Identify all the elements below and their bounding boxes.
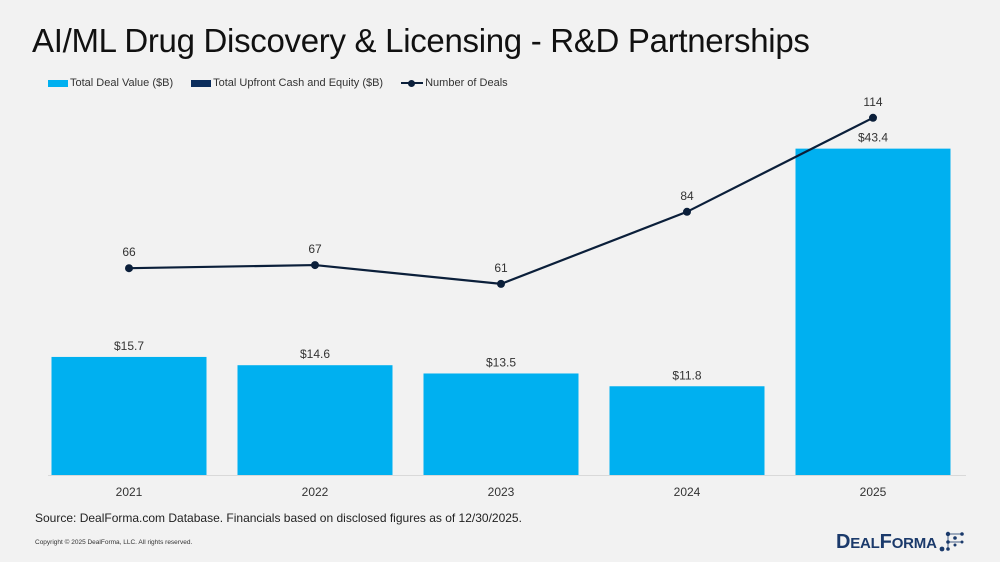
- x-tick-label-2024: 2024: [674, 485, 701, 499]
- deals-point-2022: [311, 261, 319, 270]
- legend: Total Deal Value ($B) Total Upfront Cash…: [48, 77, 526, 89]
- bar-2023: [423, 373, 579, 475]
- dealforma-logo: DEALFORMA: [836, 530, 968, 552]
- legend-line-marker-icon: [401, 78, 424, 88]
- deals-point-2021: [125, 264, 133, 273]
- x-tick-label-2022: 2022: [302, 485, 329, 499]
- legend-item-number-of-deals: Number of Deals: [401, 77, 508, 89]
- logo-dots-icon: [939, 531, 964, 552]
- deals-point-2024: [683, 207, 691, 216]
- source-note: Source: DealForma.com Database. Financia…: [35, 511, 522, 525]
- bar-data-label-2024: $11.8: [672, 368, 701, 382]
- bar-data-label-2023: $13.5: [486, 355, 516, 369]
- legend-item-upfront-cash: Total Upfront Cash and Equity ($B): [191, 77, 383, 89]
- legend-label: Number of Deals: [425, 77, 508, 89]
- deals-data-label-2025: 114: [863, 95, 882, 109]
- deals-data-label-2024: 84: [680, 189, 694, 203]
- copyright-note: Copyright © 2025 DealForma, LLC. All rig…: [35, 539, 193, 546]
- bar-2022: [237, 365, 393, 475]
- bar-2024: [609, 386, 765, 475]
- chart-title: AI/ML Drug Discovery & Licensing - R&D P…: [32, 22, 810, 59]
- x-tick-label-2025: 2025: [860, 485, 887, 499]
- x-tick-label-2023: 2023: [488, 485, 515, 499]
- bar-data-label-2025: $43.4: [858, 131, 888, 145]
- legend-item-total-deal-value: Total Deal Value ($B): [48, 77, 173, 89]
- legend-swatch-upfront-cash: [191, 79, 212, 87]
- deals-data-label-2022: 67: [308, 242, 322, 256]
- deals-point-2023: [497, 279, 505, 288]
- legend-swatch-total-deal-value: [48, 79, 68, 87]
- deals-data-label-2023: 61: [494, 261, 508, 275]
- deals-point-2025: [869, 113, 877, 122]
- deals-data-label-2021: 66: [122, 245, 136, 259]
- legend-label: Total Deal Value ($B): [70, 77, 174, 89]
- deals-line: [128, 116, 874, 285]
- bar-data-label-2022: $14.6: [300, 347, 330, 361]
- bar-2025: [795, 148, 951, 475]
- bar-data-label-2021: $15.7: [114, 339, 144, 353]
- legend-label: Total Upfront Cash and Equity ($B): [213, 77, 384, 89]
- x-tick-label-2021: 2021: [116, 485, 143, 499]
- logo-wordmark: DEALFORMA: [836, 531, 937, 553]
- bar-2021: [51, 356, 207, 475]
